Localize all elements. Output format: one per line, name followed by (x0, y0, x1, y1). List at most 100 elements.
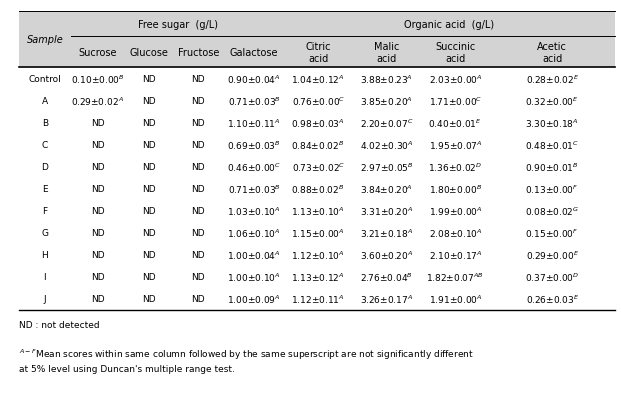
Text: $4.02{\pm}0.30^{A}$: $4.02{\pm}0.30^{A}$ (360, 139, 414, 151)
Text: $0.08{\pm}0.02^{G}$: $0.08{\pm}0.02^{G}$ (525, 205, 579, 217)
Text: $1.13{\pm}0.12^{A}$: $1.13{\pm}0.12^{A}$ (291, 271, 345, 283)
Text: ND: ND (191, 97, 205, 106)
Text: $0.15{\pm}0.00^{F}$: $0.15{\pm}0.00^{F}$ (525, 227, 579, 239)
Text: ND: ND (191, 119, 205, 128)
Text: ND: ND (91, 228, 105, 237)
Text: ND: ND (191, 250, 205, 259)
Text: ND: ND (191, 75, 205, 83)
Text: B: B (42, 119, 48, 128)
Text: $0.90{\pm}0.01^{B}$: $0.90{\pm}0.01^{B}$ (525, 161, 579, 173)
Text: $0.37{\pm}0.00^{D}$: $0.37{\pm}0.00^{D}$ (525, 271, 579, 283)
Text: Galactose: Galactose (230, 47, 278, 58)
Text: Fructose: Fructose (178, 47, 219, 58)
Text: ND: ND (91, 162, 105, 171)
Text: ND: ND (91, 250, 105, 259)
Text: ND: ND (91, 140, 105, 150)
Text: $1.95{\pm}0.07^{A}$: $1.95{\pm}0.07^{A}$ (428, 139, 482, 151)
Text: $2.03{\pm}0.00^{A}$: $2.03{\pm}0.00^{A}$ (428, 73, 482, 85)
Text: ND: ND (191, 228, 205, 237)
Text: C: C (42, 140, 48, 150)
Text: $2.08{\pm}0.10^{A}$: $2.08{\pm}0.10^{A}$ (428, 227, 482, 239)
Text: ND: ND (91, 119, 105, 128)
Text: ND: ND (91, 294, 105, 303)
Text: $0.90{\pm}0.04^{A}$: $0.90{\pm}0.04^{A}$ (227, 73, 281, 85)
Text: $0.32{\pm}0.00^{E}$: $0.32{\pm}0.00^{E}$ (525, 95, 579, 107)
Text: $0.29{\pm}0.02^{A}$: $0.29{\pm}0.02^{A}$ (71, 95, 124, 107)
Text: $0.28{\pm}0.02^{E}$: $0.28{\pm}0.02^{E}$ (525, 73, 579, 85)
Text: ND: ND (91, 185, 105, 193)
Text: $1.91{\pm}0.00^{A}$: $1.91{\pm}0.00^{A}$ (428, 292, 482, 305)
Text: Control: Control (29, 75, 61, 83)
Text: ND: ND (142, 228, 155, 237)
Text: ND: ND (91, 272, 105, 281)
Text: ND: ND (191, 140, 205, 150)
Text: $0.71{\pm}0.03^{B}$: $0.71{\pm}0.03^{B}$ (228, 183, 281, 195)
Text: Free sugar  (g/L): Free sugar (g/L) (137, 20, 217, 30)
Text: $1.99{\pm}0.00^{A}$: $1.99{\pm}0.00^{A}$ (428, 205, 482, 217)
Text: $0.40{\pm}0.01^{E}$: $0.40{\pm}0.01^{E}$ (428, 117, 482, 129)
Text: Sample: Sample (27, 35, 63, 45)
Text: $0.48{\pm}0.01^{C}$: $0.48{\pm}0.01^{C}$ (525, 139, 579, 151)
Text: A: A (42, 97, 48, 106)
Text: $0.84{\pm}0.02^{B}$: $0.84{\pm}0.02^{B}$ (291, 139, 345, 151)
Text: $1.15{\pm}0.00^{A}$: $1.15{\pm}0.00^{A}$ (291, 227, 345, 239)
Text: $0.10{\pm}0.00^{B}$: $0.10{\pm}0.00^{B}$ (71, 73, 125, 85)
Text: Succinic
acid: Succinic acid (435, 42, 476, 64)
Text: ND: ND (142, 140, 155, 150)
Text: $2.10{\pm}0.17^{A}$: $2.10{\pm}0.17^{A}$ (428, 249, 482, 261)
Text: $1.82{\pm}0.07^{AB}$: $1.82{\pm}0.07^{AB}$ (427, 271, 484, 283)
Text: ND: ND (191, 294, 205, 303)
Text: $0.88{\pm}0.02^{B}$: $0.88{\pm}0.02^{B}$ (291, 183, 345, 195)
Text: $0.98{\pm}0.03^{A}$: $0.98{\pm}0.03^{A}$ (291, 117, 345, 129)
Text: ND: ND (142, 97, 155, 106)
Text: $0.26{\pm}0.03^{E}$: $0.26{\pm}0.03^{E}$ (525, 292, 579, 305)
Text: $0.76{\pm}0.00^{C}$: $0.76{\pm}0.00^{C}$ (291, 95, 345, 107)
Text: $1.80{\pm}0.00^{B}$: $1.80{\pm}0.00^{B}$ (428, 183, 482, 195)
Text: ND: ND (142, 250, 155, 259)
Text: $0.29{\pm}0.00^{E}$: $0.29{\pm}0.00^{E}$ (525, 249, 579, 261)
Text: E: E (42, 185, 48, 193)
Text: $1.06{\pm}0.10^{A}$: $1.06{\pm}0.10^{A}$ (227, 227, 281, 239)
Text: Sucrose: Sucrose (79, 47, 117, 58)
Text: $1.03{\pm}0.10^{A}$: $1.03{\pm}0.10^{A}$ (227, 205, 281, 217)
Text: Organic acid  (g/L): Organic acid (g/L) (404, 20, 494, 30)
Text: $3.85{\pm}0.20^{A}$: $3.85{\pm}0.20^{A}$ (360, 95, 413, 107)
Text: Glucose: Glucose (129, 47, 168, 58)
Text: ND: ND (142, 206, 155, 216)
Text: $1.36{\pm}0.02^{D}$: $1.36{\pm}0.02^{D}$ (428, 161, 483, 173)
Text: Citric
acid: Citric acid (306, 42, 331, 64)
Text: $1.13{\pm}0.10^{A}$: $1.13{\pm}0.10^{A}$ (291, 205, 345, 217)
Text: $1.71{\pm}0.00^{C}$: $1.71{\pm}0.00^{C}$ (428, 95, 482, 107)
Text: ND: ND (191, 206, 205, 216)
Text: I: I (43, 272, 46, 281)
Text: $1.10{\pm}0.11^{A}$: $1.10{\pm}0.11^{A}$ (227, 117, 281, 129)
Text: $2.76{\pm}0.04^{B}$: $2.76{\pm}0.04^{B}$ (360, 271, 413, 283)
Text: H: H (42, 250, 48, 259)
Text: $1.00{\pm}0.10^{A}$: $1.00{\pm}0.10^{A}$ (227, 271, 281, 283)
Text: ND: ND (142, 75, 155, 83)
Text: $1.12{\pm}0.10^{A}$: $1.12{\pm}0.10^{A}$ (291, 249, 345, 261)
Text: ND : not detected: ND : not detected (19, 320, 99, 329)
Text: $1.04{\pm}0.12^{A}$: $1.04{\pm}0.12^{A}$ (291, 73, 345, 85)
Text: $0.46{\pm}0.00^{C}$: $0.46{\pm}0.00^{C}$ (227, 161, 281, 173)
Text: $1.00{\pm}0.04^{A}$: $1.00{\pm}0.04^{A}$ (227, 249, 281, 261)
Bar (19, 12, 615, 37)
Text: J: J (43, 294, 46, 303)
Text: ND: ND (142, 119, 155, 128)
Text: $3.60{\pm}0.20^{A}$: $3.60{\pm}0.20^{A}$ (360, 249, 414, 261)
Text: $3.88{\pm}0.23^{A}$: $3.88{\pm}0.23^{A}$ (360, 73, 413, 85)
Text: F: F (42, 206, 47, 216)
Text: $1.00{\pm}0.09^{A}$: $1.00{\pm}0.09^{A}$ (227, 292, 281, 305)
Text: ND: ND (191, 162, 205, 171)
Text: ND: ND (142, 162, 155, 171)
Text: $3.84{\pm}0.20^{A}$: $3.84{\pm}0.20^{A}$ (360, 183, 413, 195)
Text: D: D (42, 162, 48, 171)
Text: ND: ND (142, 272, 155, 281)
Text: Acetic
acid: Acetic acid (537, 42, 567, 64)
Text: Malic
acid: Malic acid (374, 42, 399, 64)
Text: $3.26{\pm}0.17^{A}$: $3.26{\pm}0.17^{A}$ (360, 292, 414, 305)
Text: $1.12{\pm}0.11^{A}$: $1.12{\pm}0.11^{A}$ (291, 292, 345, 305)
Text: ND: ND (191, 185, 205, 193)
Text: G: G (42, 228, 48, 237)
Text: $3.31{\pm}0.20^{A}$: $3.31{\pm}0.20^{A}$ (360, 205, 414, 217)
